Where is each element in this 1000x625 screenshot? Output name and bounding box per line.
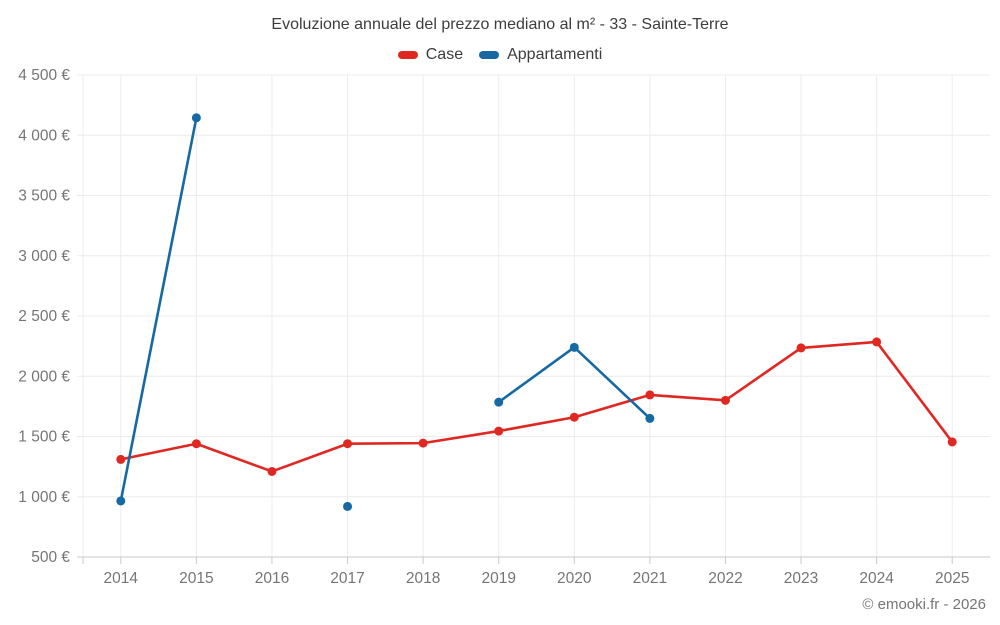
y-axis-label: 500 € (31, 549, 70, 566)
y-axis-label: 3 000 € (18, 248, 70, 265)
data-point-appartamenti-2015[interactable] (191, 113, 201, 123)
legend-label-appartamenti: Appartamenti (507, 46, 603, 63)
data-point-case-2025[interactable] (947, 437, 957, 447)
data-point-case-2016[interactable] (267, 466, 277, 476)
x-axis-label: 2016 (255, 570, 289, 587)
legend-item-appartamenti[interactable]: Appartamenti (479, 46, 602, 64)
data-point-case-2023[interactable] (796, 343, 806, 353)
data-point-appartamenti-2021[interactable] (645, 413, 655, 423)
data-point-case-2015[interactable] (191, 439, 201, 449)
y-axis-label: 1 000 € (18, 489, 70, 506)
y-axis-label: 2 500 € (18, 308, 70, 325)
y-axis-label: 2 000 € (18, 368, 70, 385)
x-axis-label: 2020 (557, 570, 592, 587)
x-axis-label: 2019 (481, 570, 515, 587)
legend-label-case: Case (425, 46, 464, 63)
series-line-case (119, 340, 954, 473)
y-axis-label: 4 000 € (18, 127, 70, 144)
data-point-case-2024[interactable] (872, 337, 882, 347)
data-point-case-2018[interactable] (418, 438, 428, 448)
legend-swatch-case (397, 51, 418, 59)
legend-swatch-appartamenti (479, 51, 500, 59)
data-point-case-2021[interactable] (645, 390, 655, 400)
x-axis-label: 2021 (633, 570, 667, 587)
x-axis-label: 2017 (330, 570, 364, 587)
series-line-appartamenti (119, 116, 198, 503)
x-axis-label: 2014 (104, 570, 139, 587)
y-axis-label: 1 500 € (18, 429, 70, 446)
data-point-appartamenti-2014[interactable] (116, 496, 126, 506)
x-axis-label: 2015 (179, 570, 213, 587)
x-axis-label: 2024 (859, 570, 894, 587)
x-axis-label: 2023 (784, 570, 818, 587)
data-point-case-2020[interactable] (569, 412, 579, 422)
chart-title: Evoluzione annuale del prezzo mediano al… (271, 16, 729, 33)
y-axis-label: 4 500 € (18, 67, 70, 84)
data-point-case-2022[interactable] (720, 395, 730, 405)
data-point-case-2014[interactable] (116, 454, 126, 464)
data-point-appartamenti-2019[interactable] (494, 397, 504, 407)
data-point-appartamenti-2020[interactable] (569, 342, 579, 352)
y-axis-label: 3 500 € (18, 188, 70, 205)
x-axis-label: 2025 (935, 570, 969, 587)
legend-item-case[interactable]: Case (397, 46, 464, 64)
data-point-appartamenti-2017[interactable] (343, 501, 353, 511)
data-point-case-2017[interactable] (343, 439, 353, 449)
x-axis-label: 2018 (406, 570, 440, 587)
x-axis-label: 2022 (708, 570, 742, 587)
data-point-case-2019[interactable] (494, 426, 504, 436)
legend: Case Appartamenti (0, 46, 1000, 64)
copyright-text: © emooki.fr - 2026 (862, 596, 986, 613)
